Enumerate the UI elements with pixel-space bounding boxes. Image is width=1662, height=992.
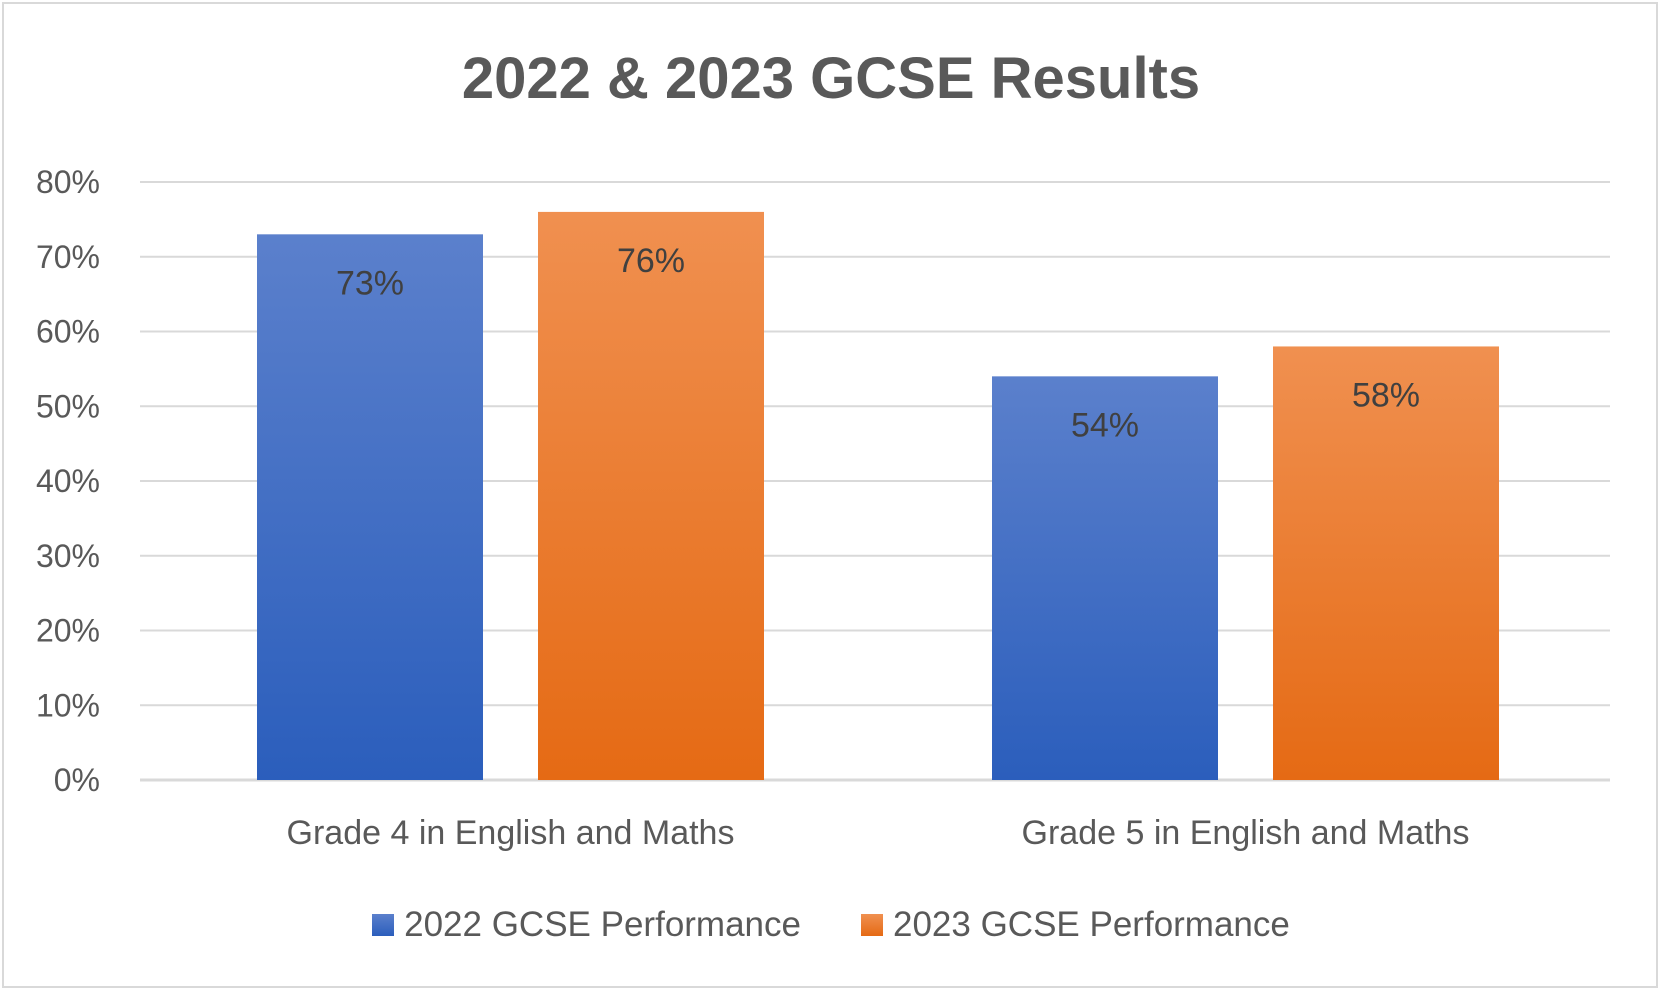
data-label: 54% <box>1071 406 1139 444</box>
legend-item-2022: 2022 GCSE Performance <box>372 905 801 945</box>
bars <box>257 211 1499 780</box>
y-tick-label: 30% <box>36 538 100 574</box>
y-axis-ticks: 0% 10% 20% 30% 40% 50% 60% 70% 80% <box>36 164 100 798</box>
x-category-label: Grade 4 in English and Maths <box>287 814 735 852</box>
bar-2022-cat1 <box>257 234 483 780</box>
x-axis-categories: Grade 4 in English and Maths Grade 5 in E… <box>287 814 1470 852</box>
y-tick-label: 40% <box>36 463 100 499</box>
data-label: 76% <box>617 242 685 280</box>
bar-2022-cat2 <box>992 376 1218 780</box>
legend-label-2023: 2023 GCSE Performance <box>893 905 1290 944</box>
data-labels: 73% 76% 54% 58% <box>336 242 1420 444</box>
y-tick-label: 50% <box>36 388 100 424</box>
bar-2023-cat2 <box>1273 346 1499 780</box>
legend-label-2022: 2022 GCSE Performance <box>404 905 801 944</box>
bar-2023-cat1 <box>538 211 764 780</box>
y-tick-label: 20% <box>36 613 100 649</box>
y-tick-label: 60% <box>36 314 100 350</box>
data-label: 73% <box>336 264 404 302</box>
y-tick-label: 10% <box>36 687 100 723</box>
legend: 2022 GCSE Performance 2023 GCSE Performa… <box>0 900 1662 950</box>
data-label: 58% <box>1352 376 1420 414</box>
legend-swatch-2023 <box>861 914 883 936</box>
legend-item-2023: 2023 GCSE Performance <box>861 905 1290 945</box>
y-tick-label: 70% <box>36 239 100 275</box>
y-tick-label: 80% <box>36 164 100 200</box>
legend-swatch-2022 <box>372 914 395 936</box>
chart-title: 2022 & 2023 GCSE Results <box>461 46 1201 111</box>
y-tick-label: 0% <box>54 762 100 798</box>
x-category-label: Grade 5 in English and Maths <box>1022 814 1470 852</box>
